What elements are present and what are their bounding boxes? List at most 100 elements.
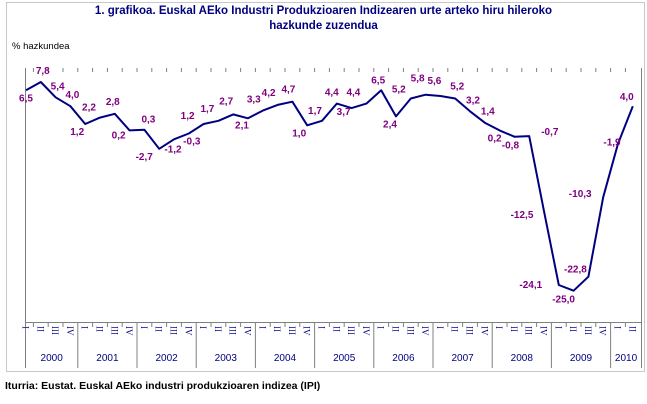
x-tick-label: I [376, 326, 386, 329]
data-point-label: -2,7 [136, 152, 154, 163]
x-tick-label: IV [65, 326, 75, 336]
data-point-label: -22,8 [564, 265, 587, 276]
year-label: 2010 [615, 353, 638, 364]
data-point-label: -25,0 [552, 295, 575, 306]
x-tick-label: IV [302, 326, 312, 336]
data-point-label: 2,4 [383, 119, 397, 130]
x-tick-label: I [435, 326, 445, 329]
data-point-label: 5,6 [427, 76, 441, 87]
year-label: 2006 [392, 353, 415, 364]
year-label: 2008 [511, 353, 534, 364]
year-label: 2005 [333, 353, 356, 364]
x-tick-label: I [553, 326, 563, 329]
x-tick-label: III [50, 326, 60, 335]
year-label: 2003 [215, 353, 238, 364]
x-tick-label: III [109, 326, 119, 335]
x-tick-label: I [317, 326, 327, 329]
data-point-label: 0,2 [488, 133, 502, 144]
data-point-label: 5,4 [51, 81, 65, 92]
data-point-label: 7,8 [36, 66, 50, 77]
data-point-label: 4,4 [325, 88, 339, 99]
chart-title-line1: 1. grafikoa. Euskal AEko Industri Produk… [94, 5, 553, 17]
x-tick-label: III [287, 326, 297, 335]
x-tick-label: IV [361, 326, 371, 336]
data-labels: 6,5 7,85,4 4,0 1,2 2,2 2,8 0,2 0,3 -2,7 -1,2-0,3 1… [19, 66, 634, 306]
data-point-label: 6,5 [371, 75, 385, 86]
year-label: 2000 [41, 353, 64, 364]
x-tick-label: IV [479, 326, 489, 336]
year-label: 2004 [274, 353, 297, 364]
x-tick-label: III [583, 326, 593, 335]
x-tick-label: IV [243, 326, 253, 336]
plot-frame [25, 68, 642, 368]
data-point-label: -0,8 [502, 141, 520, 152]
x-tick-label: II [568, 326, 578, 332]
x-tick-label: I [198, 326, 208, 329]
data-point-label: -0,3 [183, 137, 201, 148]
data-point-label: -1,9 [603, 138, 621, 149]
x-tick-label: IV [539, 326, 549, 336]
year-label: 2009 [570, 353, 593, 364]
x-tick-label: I [257, 326, 267, 329]
data-point-label: -10,3 [569, 189, 592, 200]
x-tick-label: IV [183, 326, 193, 336]
x-tick-label: III [405, 326, 415, 335]
x-tick-label: II [331, 326, 341, 332]
data-point-label: 3,3 [247, 95, 261, 106]
data-point-label: -0,7 [541, 127, 559, 138]
data-line [25, 81, 634, 292]
quarter-labels: I II III IV I II III IV I II III IV I II III IV I II III IV… [21, 326, 638, 336]
x-tick-label: I [494, 326, 504, 329]
x-tick-label: II [450, 326, 460, 332]
data-point-label: 5,2 [392, 85, 406, 96]
x-tick-label: I [21, 326, 31, 329]
year-labels: 2000 2001 2002 2003 2004 2005 2006 2007 2008 2009… [41, 353, 638, 364]
year-label: 2007 [451, 353, 474, 364]
data-point-label: 6,5 [19, 93, 33, 104]
year-label: 2001 [96, 353, 119, 364]
x-tick-label: II [272, 326, 282, 332]
chart-title-line2: hazkunde zuzendua [269, 20, 378, 32]
data-point-label: 4,0 [620, 92, 634, 103]
x-tick-label: III [524, 326, 534, 335]
data-point-label: 2,8 [106, 97, 120, 108]
data-point-label: 0,2 [112, 130, 126, 141]
data-point-label: -12,5 [511, 210, 534, 221]
data-point-label: 0,3 [141, 115, 155, 126]
data-point-label: 2,2 [82, 103, 96, 114]
data-point-label: 1,7 [200, 104, 214, 115]
data-point-label: -1,2 [164, 144, 182, 155]
data-point-label: 1,4 [481, 107, 495, 118]
axis-ticks [32, 68, 626, 368]
x-tick-label: I [80, 326, 90, 329]
data-point-label: -24,1 [519, 280, 542, 291]
data-point-label: 3,2 [466, 95, 480, 106]
data-point-label: 2,7 [219, 96, 233, 107]
data-point-label: 1,0 [292, 128, 306, 139]
x-tick-label: II [509, 326, 519, 332]
data-point-label: 2,1 [235, 120, 249, 131]
x-tick-label: II [95, 326, 105, 332]
data-point-label: 1,7 [308, 106, 322, 117]
x-tick-label: II [391, 326, 401, 332]
x-tick-label: II [213, 326, 223, 332]
chart-outer-border [6, 2, 645, 372]
x-tick-label: IV [420, 326, 430, 336]
data-point-label: 5,8 [411, 74, 425, 85]
x-tick-label: III [169, 326, 179, 335]
year-label: 2002 [155, 353, 178, 364]
x-tick-label: I [613, 326, 623, 329]
x-tick-label: IV [598, 326, 608, 336]
y-axis-label: % hazkundea [12, 41, 70, 52]
data-point-label: 1,2 [70, 127, 84, 138]
source-footer: Iturria: Eustat. Euskal AEko industri pr… [5, 380, 321, 392]
data-point-label: 1,2 [181, 111, 195, 122]
x-tick-label: IV [124, 326, 134, 336]
x-tick-label: III [346, 326, 356, 335]
data-point-label: 4,2 [262, 88, 276, 99]
x-tick-label: II [627, 326, 637, 332]
data-point-label: 5,2 [450, 82, 464, 93]
x-tick-label: II [154, 326, 164, 332]
